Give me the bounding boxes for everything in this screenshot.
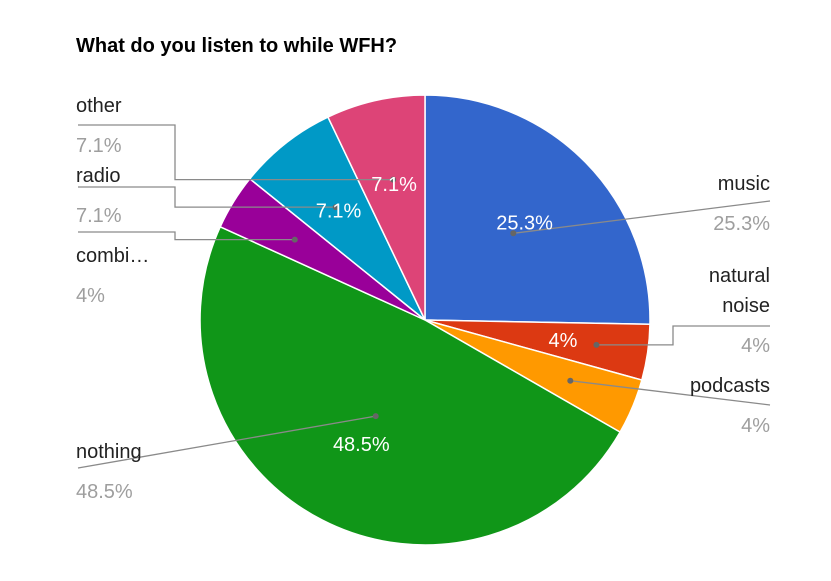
leader-line-other: [78, 124, 394, 181]
leader-line-combi: [78, 231, 295, 241]
leader-line-podcasts: [570, 380, 771, 406]
pie-slice-radio: [248, 116, 426, 321]
leader-dot-natural-noise: [593, 341, 600, 348]
leader-dot-radio: [332, 204, 339, 211]
slice-label-radio: radio: [76, 165, 120, 187]
slice-label-natural-noise-line-2: noise: [722, 295, 770, 317]
slice-inside-label-music: 25.3%: [496, 212, 553, 234]
chart-title: What do you listen to while WFH?: [76, 35, 397, 57]
slice-percent-music: 25.3%: [713, 213, 770, 235]
slice-percent-natural-noise: 4%: [741, 335, 770, 357]
leader-line-radio: [78, 186, 336, 208]
slice-inside-label-natural-noise: 4%: [549, 330, 578, 352]
leader-line-music: [513, 200, 771, 234]
pie-slices: [199, 94, 651, 546]
slice-label-combi: combi…: [76, 245, 149, 267]
slice-label-nothing: nothing: [76, 441, 142, 463]
slice-label-other: other: [76, 95, 122, 117]
slice-inside-label-other: 7.1%: [371, 174, 417, 196]
slice-percent-radio: 7.1%: [76, 205, 122, 227]
slice-inside-label-nothing: 48.5%: [333, 434, 390, 456]
pie-slice-other: [326, 94, 426, 321]
leader-lines: [77, 124, 771, 469]
leader-dot-podcasts: [567, 377, 574, 384]
slice-percent-combi: 4%: [76, 285, 105, 307]
slice-inside-label-radio: 7.1%: [316, 201, 362, 223]
leader-dot-nothing: [372, 413, 379, 420]
slice-percent-nothing: 48.5%: [76, 481, 133, 503]
slice-label-natural-noise-line-1: natural: [709, 265, 770, 287]
slice-percent-other: 7.1%: [76, 135, 122, 157]
inside-labels: 25.3% 4% 48.5% 7.1% 7.1%: [316, 174, 578, 456]
leader-dot-other: [390, 176, 397, 183]
pie-slice-nothing: [199, 225, 622, 546]
leader-dot-music: [510, 230, 517, 237]
outside-labels: music 25.3% natural noise 4% podcasts 4% nothin…: [76, 95, 770, 503]
leader-line-natural-noise: [596, 325, 770, 346]
slice-percent-podcasts: 4%: [741, 415, 770, 437]
slice-label-music: music: [718, 173, 770, 195]
leader-dot-combi: [291, 236, 298, 243]
leader-line-nothing: [77, 415, 376, 469]
slice-label-podcasts: podcasts: [690, 375, 770, 397]
pie-slice-music: [424, 94, 651, 326]
